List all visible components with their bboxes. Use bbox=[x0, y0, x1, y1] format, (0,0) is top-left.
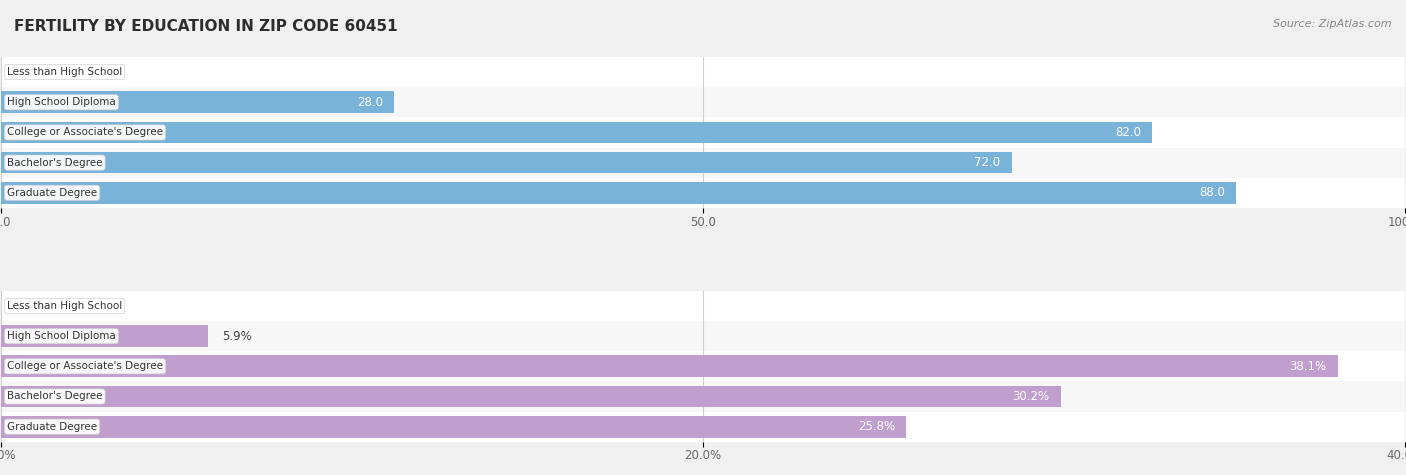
Text: Less than High School: Less than High School bbox=[7, 301, 122, 311]
Bar bbox=[1, 117, 1405, 148]
Bar bbox=[1, 57, 1405, 87]
Text: FERTILITY BY EDUCATION IN ZIP CODE 60451: FERTILITY BY EDUCATION IN ZIP CODE 60451 bbox=[14, 19, 398, 34]
Bar bbox=[1, 321, 1405, 351]
Text: 28.0: 28.0 bbox=[357, 96, 382, 109]
Text: 0.0: 0.0 bbox=[15, 66, 34, 78]
Bar bbox=[1, 411, 1405, 442]
Text: Graduate Degree: Graduate Degree bbox=[7, 422, 97, 432]
Text: College or Associate's Degree: College or Associate's Degree bbox=[7, 127, 163, 137]
Text: 30.2%: 30.2% bbox=[1012, 390, 1050, 403]
Bar bbox=[1, 182, 1236, 204]
Text: 72.0: 72.0 bbox=[974, 156, 1001, 169]
Text: 38.1%: 38.1% bbox=[1289, 360, 1327, 373]
Text: 25.8%: 25.8% bbox=[858, 420, 896, 433]
Bar bbox=[1, 381, 1405, 411]
Text: High School Diploma: High School Diploma bbox=[7, 97, 115, 107]
Text: 5.9%: 5.9% bbox=[222, 330, 252, 342]
Text: Less than High School: Less than High School bbox=[7, 67, 122, 77]
Bar bbox=[1, 291, 1405, 321]
Bar bbox=[1, 416, 907, 437]
Bar bbox=[1, 148, 1405, 178]
Text: 88.0: 88.0 bbox=[1199, 186, 1225, 200]
Bar bbox=[1, 91, 394, 113]
Text: Source: ZipAtlas.com: Source: ZipAtlas.com bbox=[1274, 19, 1392, 29]
Text: Graduate Degree: Graduate Degree bbox=[7, 188, 97, 198]
Bar bbox=[1, 325, 208, 347]
Text: 0.0%: 0.0% bbox=[15, 299, 45, 313]
Bar bbox=[1, 351, 1405, 381]
Bar bbox=[1, 152, 1012, 173]
Bar bbox=[1, 122, 1152, 143]
Bar bbox=[1, 178, 1405, 208]
Bar bbox=[1, 386, 1060, 408]
Text: Bachelor's Degree: Bachelor's Degree bbox=[7, 158, 103, 168]
Text: College or Associate's Degree: College or Associate's Degree bbox=[7, 361, 163, 371]
Text: Bachelor's Degree: Bachelor's Degree bbox=[7, 391, 103, 401]
Bar bbox=[1, 87, 1405, 117]
Text: High School Diploma: High School Diploma bbox=[7, 331, 115, 341]
Bar bbox=[1, 355, 1339, 377]
Text: 82.0: 82.0 bbox=[1115, 126, 1140, 139]
